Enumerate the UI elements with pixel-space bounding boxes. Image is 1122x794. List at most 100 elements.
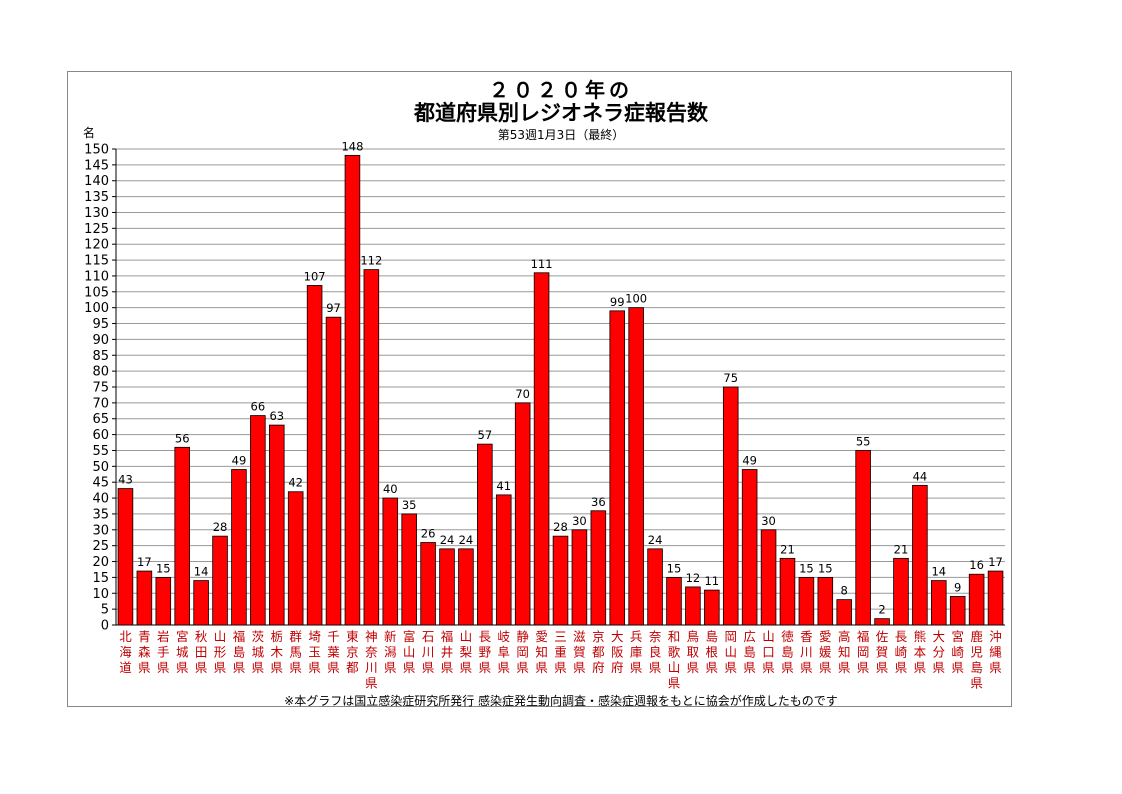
y-tick-label: 15	[92, 571, 109, 586]
bar	[685, 586, 701, 626]
y-tick-label: 0	[101, 619, 109, 634]
bar	[231, 469, 247, 626]
bar	[836, 599, 853, 626]
chart-frame	[67, 71, 1012, 707]
value-label: 100	[625, 292, 647, 306]
value-label: 15	[156, 561, 171, 575]
y-tick-label: 110	[84, 269, 109, 284]
category-label: 愛媛県	[819, 629, 832, 675]
category-label: 東京都	[346, 629, 359, 675]
bar	[704, 589, 720, 626]
y-tick-label: 70	[92, 396, 109, 411]
category-label: 岩手県	[157, 629, 170, 675]
category-label: 秋田県	[195, 629, 208, 675]
value-label: 14	[931, 565, 946, 579]
footnote: ※本グラフは国立感染症研究所発行 感染症発生動向調査・感染症週報をもとに協会が作…	[284, 694, 838, 708]
value-label: 70	[515, 387, 530, 401]
bar	[987, 570, 1004, 626]
y-tick-label: 140	[84, 174, 109, 189]
category-label: 栃木県	[271, 629, 284, 675]
value-label: 44	[913, 469, 928, 483]
bar	[495, 494, 512, 626]
bar	[136, 570, 153, 626]
bar	[306, 285, 323, 626]
bar	[931, 580, 947, 626]
bar	[363, 269, 380, 626]
value-label: 107	[304, 269, 326, 283]
y-tick-label: 20	[92, 555, 109, 570]
value-label: 112	[360, 254, 382, 268]
category-label: 新潟県	[384, 629, 397, 675]
y-tick-label: 100	[84, 301, 109, 316]
bar	[590, 510, 607, 626]
category-label: 宮崎県	[951, 629, 964, 675]
category-label: 岡山県	[724, 629, 737, 675]
y-tick-label: 105	[84, 285, 109, 300]
value-label: 49	[742, 454, 757, 468]
chart-title: ２０２０年の	[489, 78, 633, 102]
value-label: 17	[137, 555, 152, 569]
category-label: 三重県	[554, 629, 567, 675]
value-label: 42	[288, 476, 303, 490]
y-tick-label: 55	[92, 444, 109, 459]
category-label: 北海道	[119, 629, 132, 675]
y-tick-label: 125	[84, 222, 109, 237]
bar	[874, 618, 890, 626]
value-label: 41	[496, 479, 511, 493]
category-label: 宮城県	[176, 629, 189, 675]
category-label: 鹿児島県	[970, 629, 983, 691]
y-tick-label: 90	[92, 333, 109, 348]
y-tick-label: 75	[92, 381, 109, 396]
category-label: 山梨県	[460, 629, 473, 675]
value-label: 40	[383, 482, 398, 496]
value-label: 16	[969, 558, 984, 572]
bar	[250, 415, 266, 626]
y-tick-label: 120	[84, 238, 109, 253]
category-label: 滋賀県	[573, 629, 586, 675]
bar	[798, 577, 815, 626]
bar	[666, 577, 682, 626]
value-label: 30	[572, 514, 587, 528]
value-label: 49	[232, 454, 247, 468]
bar	[609, 310, 626, 626]
chart-note: 第53週1月3日（最終）	[497, 128, 625, 142]
value-label: 21	[894, 542, 909, 556]
value-label: 9	[954, 580, 961, 594]
category-label: 茨城県	[252, 629, 265, 675]
category-label: 福岡県	[857, 629, 870, 675]
category-label: 京都府	[592, 629, 605, 675]
category-label: 福井県	[441, 629, 454, 675]
category-label: 熊本県	[914, 629, 927, 675]
value-label: 66	[251, 400, 266, 414]
y-tick-label: 30	[92, 523, 109, 538]
y-tick-label: 115	[84, 254, 109, 269]
value-label: 11	[704, 574, 719, 588]
bar	[117, 488, 134, 626]
value-label: 75	[723, 371, 738, 385]
bar	[514, 402, 531, 626]
bar	[174, 446, 190, 626]
bar	[287, 491, 304, 626]
value-label: 55	[856, 434, 871, 448]
bar	[212, 535, 228, 626]
category-label: 長野県	[479, 629, 492, 675]
bar	[439, 548, 455, 626]
value-label: 24	[440, 533, 455, 547]
y-tick-label: 65	[92, 412, 109, 427]
value-label: 43	[118, 473, 133, 487]
category-label: 大分県	[933, 629, 946, 675]
y-tick-label: 95	[92, 317, 109, 332]
category-label: 愛知県	[535, 629, 548, 675]
category-label: 大阪府	[611, 629, 624, 675]
bar	[760, 529, 777, 626]
y-tick-label: 35	[92, 507, 109, 522]
y-tick-label: 5	[101, 603, 109, 618]
bar	[779, 557, 796, 626]
bar	[949, 596, 966, 626]
category-label: 静岡県	[516, 629, 529, 675]
value-label: 35	[402, 498, 417, 512]
value-label: 99	[610, 295, 625, 309]
value-label: 63	[269, 409, 284, 423]
y-tick-label: 80	[92, 365, 109, 380]
value-label: 15	[667, 561, 682, 575]
